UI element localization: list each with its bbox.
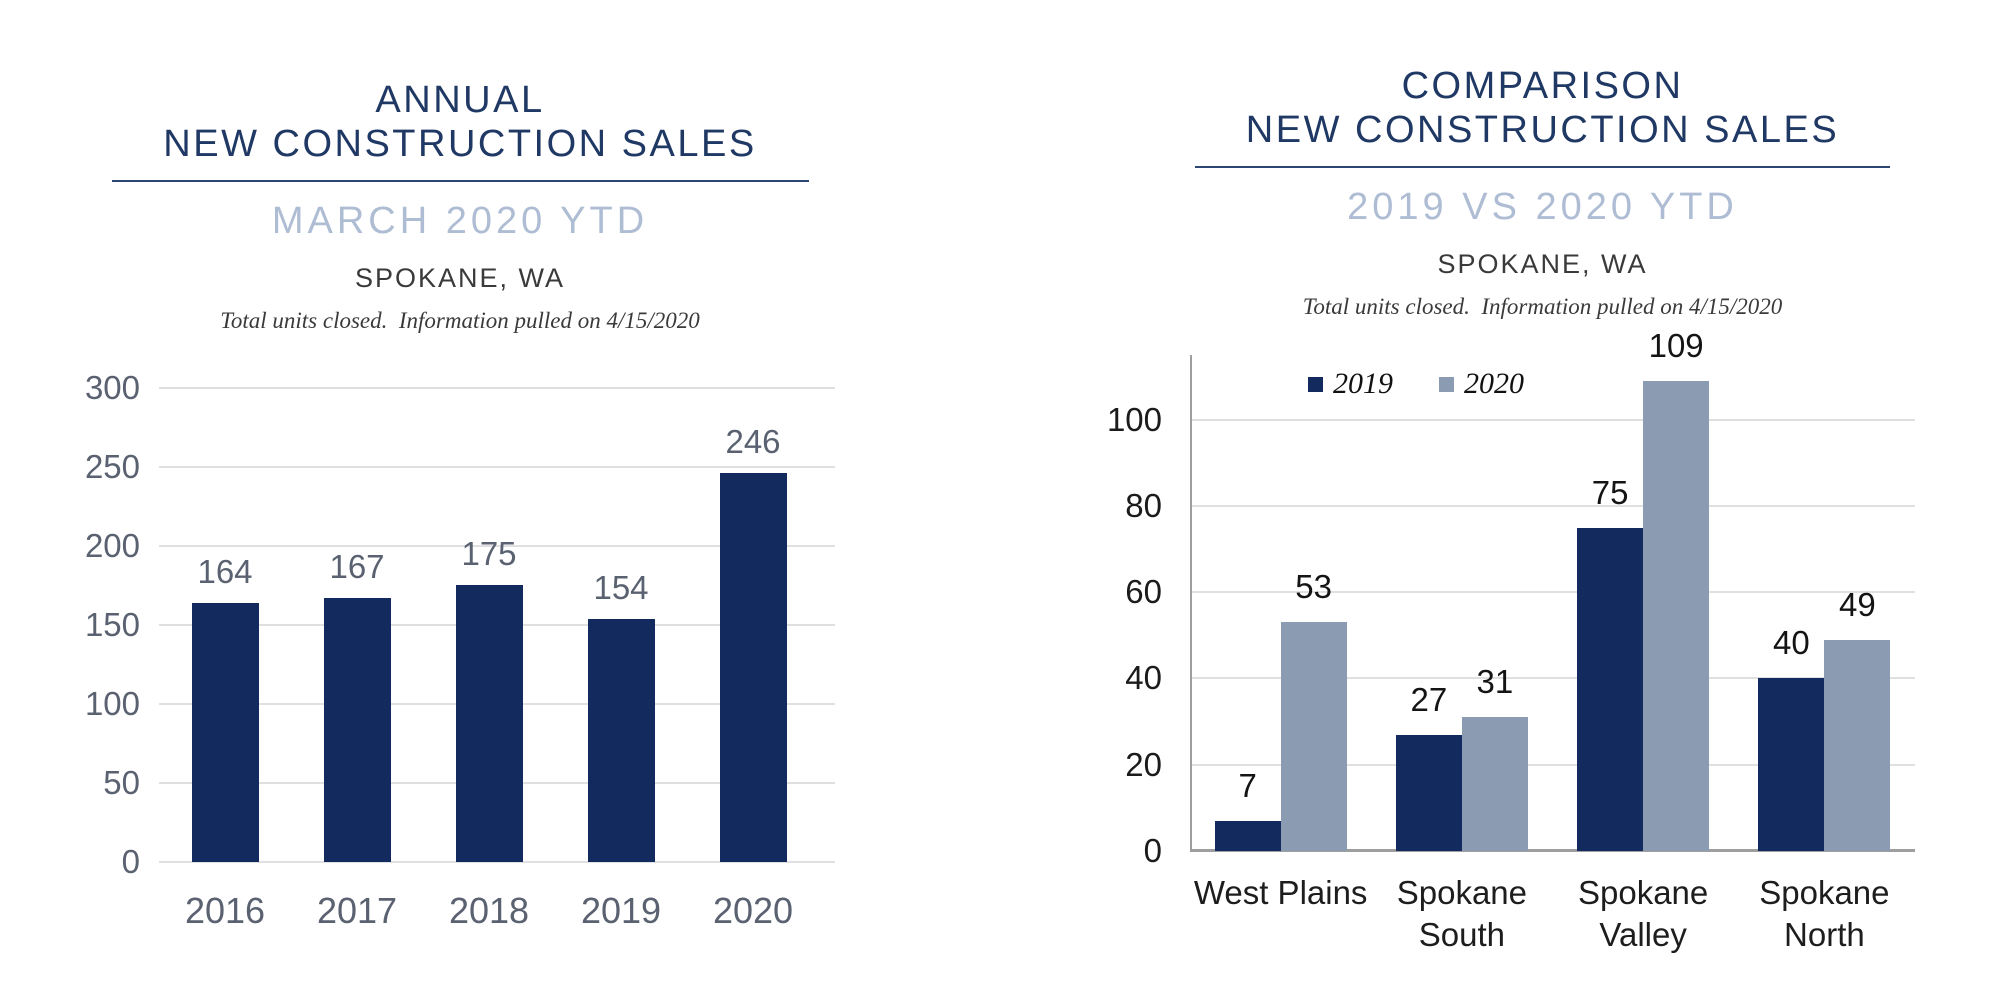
y-tick-label-200: 200 [84, 527, 140, 564]
chart-title-line1: COMPARISON [1401, 65, 1684, 107]
gridline-100 [1190, 418, 1915, 421]
bar-value-label: 167 [329, 548, 385, 585]
y-tick-label-0: 0 [1143, 832, 1162, 869]
x-axis-line [1190, 849, 1915, 852]
x-category-label-2019: 2019 [580, 890, 662, 931]
bar-value-label: 7 [1238, 767, 1257, 804]
bar-2016 [191, 603, 259, 862]
legend-item-2020: 2020 [1439, 367, 1524, 401]
gridline-200 [159, 545, 835, 547]
bar-value-label: 53 [1295, 568, 1332, 605]
bar-2017 [323, 598, 391, 862]
bar-value-label: 27 [1410, 681, 1448, 718]
legend-item-2019: 2019 [1308, 367, 1393, 401]
chart-note: Total units closed. Information pulled o… [1302, 294, 1783, 319]
legend-label-2019: 2019 [1333, 367, 1393, 400]
x-category-label-spokane-valley: Spokane Valley [1577, 874, 1709, 953]
x-category-label-2016: 2016 [184, 890, 266, 931]
annual-chart-header: ANNUAL NEW CONSTRUCTION SALES MARCH 2020… [60, 78, 860, 334]
y-tick-label-100: 100 [1106, 400, 1162, 438]
legend-swatch-2020 [1439, 376, 1454, 392]
x-category-label-spokane-south: Spokane South [1396, 874, 1528, 953]
bar-value-label: 164 [197, 553, 253, 590]
bar-spokane-south-2020 [1461, 717, 1528, 851]
annual-chart-panel: ANNUAL NEW CONSTRUCTION SALES MARCH 2020… [60, 78, 860, 931]
bar-value-label: 31 [1476, 663, 1514, 700]
bar-west-plains-2020 [1280, 622, 1347, 851]
comparison-chart-header: COMPARISON NEW CONSTRUCTION SALES 2019 V… [1195, 64, 1890, 320]
y-tick-label-0: 0 [121, 843, 140, 880]
gridline-20 [1190, 763, 1915, 766]
y-tick-label-150: 150 [84, 606, 140, 643]
bar-west-plains-2019 [1214, 821, 1281, 851]
gridline-40 [1190, 677, 1915, 680]
legend-swatch-2019 [1308, 376, 1323, 392]
x-category-label-west-plains: West Plains [1193, 874, 1368, 911]
y-tick-label-100: 100 [84, 685, 140, 722]
y-tick-label-50: 50 [103, 764, 140, 801]
title-underline [111, 180, 809, 182]
y-tick-label-300: 300 [84, 369, 140, 406]
bar-spokane-north-2020 [1824, 640, 1891, 851]
bar-value-label: 109 [1648, 327, 1704, 364]
bar-spokane-valley-2019 [1577, 528, 1644, 851]
bar-value-label: 154 [593, 569, 649, 606]
x-category-label-spokane-north: Spokane North [1759, 874, 1890, 953]
gridline-250 [159, 466, 835, 468]
annual-bar-chart-plot: 164 167 175 154 246 [159, 387, 835, 863]
y-tick-label-80: 80 [1125, 486, 1162, 524]
chart-subtitle: MARCH 2020 YTD [271, 200, 649, 242]
chart-subtitle: 2019 VS 2020 YTD [1347, 186, 1738, 228]
bar-spokane-south-2019 [1395, 735, 1462, 851]
x-category-label-2020: 2020 [712, 890, 794, 931]
comparison-bar-chart-plot: 7 53 27 31 75 109 40 49 2019 2020 [1190, 327, 1915, 852]
bar-2018 [455, 585, 523, 862]
y-axis-line [1190, 355, 1192, 851]
chart-location: SPOKANE, WA [1437, 249, 1648, 279]
chart-title-line2: NEW CONSTRUCTION SALES [1245, 109, 1840, 151]
y-tick-label-20: 20 [1125, 745, 1162, 783]
gridline-300 [159, 387, 835, 389]
bar-value-label: 49 [1839, 586, 1876, 623]
gridline-60 [1190, 591, 1915, 594]
bar-value-label: 75 [1591, 474, 1629, 511]
bar-spokane-north-2019 [1758, 678, 1825, 851]
y-tick-label-60: 60 [1125, 573, 1162, 611]
gridline-80 [1190, 504, 1915, 507]
bar-spokane-valley-2020 [1643, 381, 1710, 851]
chart-location: SPOKANE, WA [354, 263, 566, 293]
x-category-label-2017: 2017 [316, 890, 398, 931]
legend: 2019 2020 [1308, 367, 1524, 401]
bar-value-label: 40 [1773, 624, 1810, 661]
bar-2019 [587, 619, 655, 862]
bar-2020 [719, 473, 787, 862]
bar-value-label: 246 [725, 423, 781, 460]
x-category-label-2018: 2018 [448, 890, 530, 931]
title-underline [1195, 166, 1890, 168]
bar-value-label: 175 [461, 535, 517, 572]
y-tick-label-250: 250 [84, 448, 140, 485]
chart-note: Total units closed. Information pulled o… [220, 308, 700, 333]
chart-title-line1: ANNUAL [375, 79, 545, 121]
gridline-0 [159, 861, 835, 863]
chart-title-line2: NEW CONSTRUCTION SALES [163, 123, 757, 165]
y-tick-label-40: 40 [1125, 659, 1162, 697]
legend-label-2020: 2020 [1464, 367, 1524, 400]
comparison-chart-panel: COMPARISON NEW CONSTRUCTION SALES 2019 V… [1000, 0, 2000, 992]
